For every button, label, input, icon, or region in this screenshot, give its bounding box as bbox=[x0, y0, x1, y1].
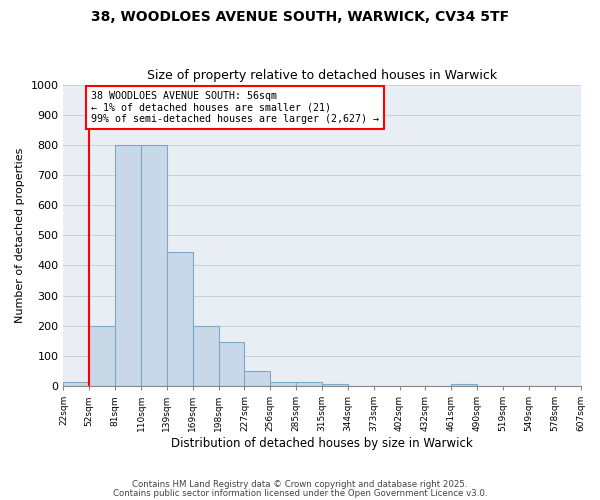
Title: Size of property relative to detached houses in Warwick: Size of property relative to detached ho… bbox=[147, 69, 497, 82]
Bar bbox=[64, 382, 89, 386]
Bar bbox=[115, 145, 141, 386]
Text: Contains HM Land Registry data © Crown copyright and database right 2025.: Contains HM Land Registry data © Crown c… bbox=[132, 480, 468, 489]
Y-axis label: Number of detached properties: Number of detached properties bbox=[15, 148, 25, 323]
Bar bbox=[451, 384, 477, 386]
Bar bbox=[193, 326, 218, 386]
Text: 38 WOODLOES AVENUE SOUTH: 56sqm
← 1% of detached houses are smaller (21)
99% of : 38 WOODLOES AVENUE SOUTH: 56sqm ← 1% of … bbox=[91, 90, 379, 124]
Bar bbox=[244, 371, 270, 386]
Bar bbox=[141, 145, 167, 386]
Bar bbox=[296, 382, 322, 386]
Text: Contains public sector information licensed under the Open Government Licence v3: Contains public sector information licen… bbox=[113, 488, 487, 498]
Bar bbox=[167, 252, 193, 386]
Bar bbox=[89, 326, 115, 386]
Bar bbox=[322, 384, 348, 386]
X-axis label: Distribution of detached houses by size in Warwick: Distribution of detached houses by size … bbox=[171, 437, 473, 450]
Text: 38, WOODLOES AVENUE SOUTH, WARWICK, CV34 5TF: 38, WOODLOES AVENUE SOUTH, WARWICK, CV34… bbox=[91, 10, 509, 24]
Bar bbox=[218, 342, 244, 386]
Bar bbox=[270, 382, 296, 386]
